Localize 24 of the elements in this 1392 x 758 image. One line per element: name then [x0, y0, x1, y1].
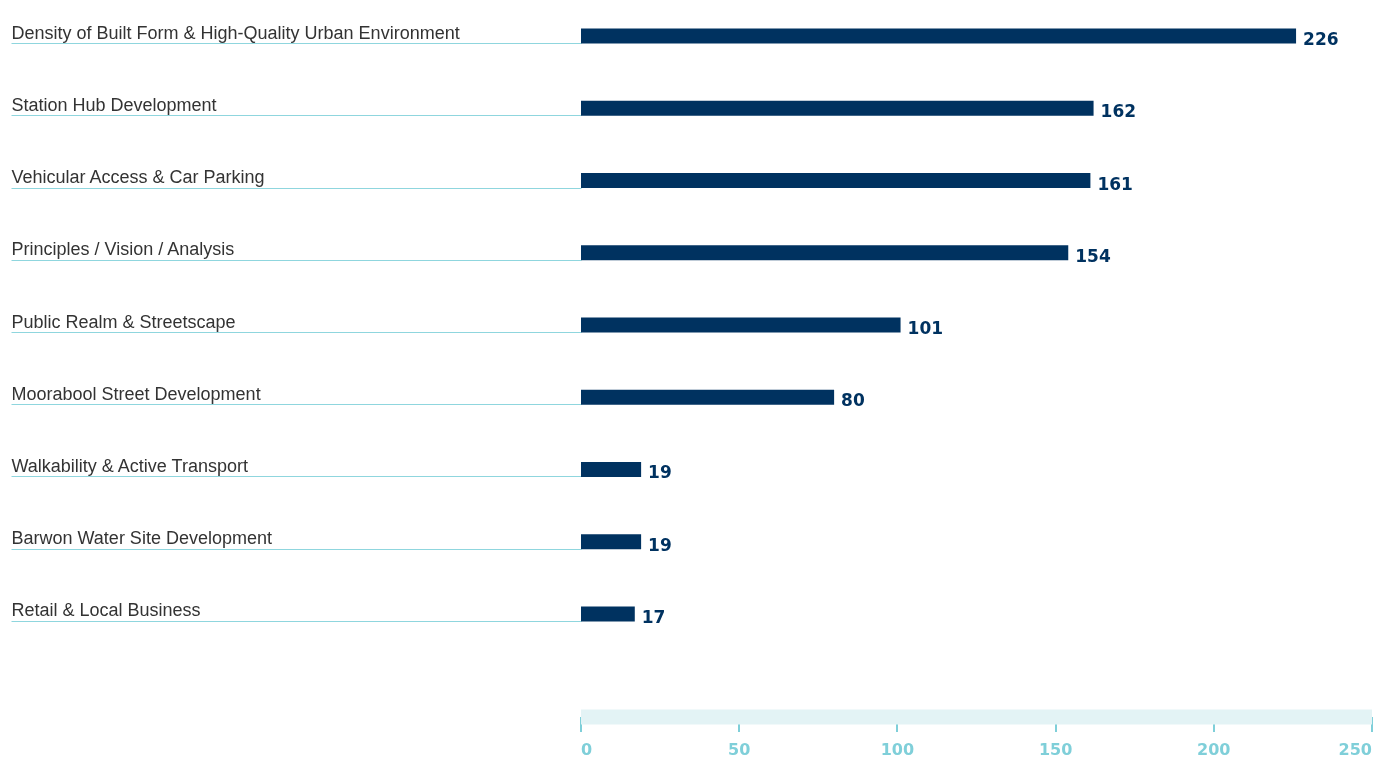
y-tick-label: Vehicular Access & Car Parking: [11, 167, 265, 188]
x-tick-label: 200: [1197, 740, 1231, 758]
y-tick-label: Principles / Vision / Analysis: [11, 239, 235, 260]
data-label: 154: [1075, 245, 1111, 266]
y-tick-label: Retail & Local Business: [11, 600, 201, 621]
data-label: 17: [641, 606, 666, 627]
data-label: 19: [648, 462, 672, 483]
data-label: 226: [1303, 29, 1339, 50]
data-label: 19: [648, 534, 672, 555]
x-tick-label: 0: [581, 740, 593, 758]
y-tick-label: Density of Built Form & High-Quality Urban Environment: [11, 22, 460, 43]
data-label: 101: [907, 318, 944, 338]
y-tick-label: Station Hub Development: [11, 94, 217, 115]
x-tick-label: 100: [880, 740, 915, 758]
x-tick-label: 150: [1038, 740, 1073, 758]
y-tick-label: Walkability & Active Transport: [11, 455, 248, 476]
data-label: 161: [1097, 173, 1133, 194]
data-label: 162: [1100, 101, 1137, 122]
y-tick-label: Barwon Water Site Development: [11, 528, 272, 549]
data-label: 80: [841, 390, 865, 411]
y-tick-label: Moorabool Street Development: [11, 383, 261, 404]
x-tick-label: 250: [1338, 740, 1372, 758]
y-tick-label: Public Realm & Streetscape: [11, 311, 236, 332]
x-tick-label: 50: [728, 740, 751, 758]
